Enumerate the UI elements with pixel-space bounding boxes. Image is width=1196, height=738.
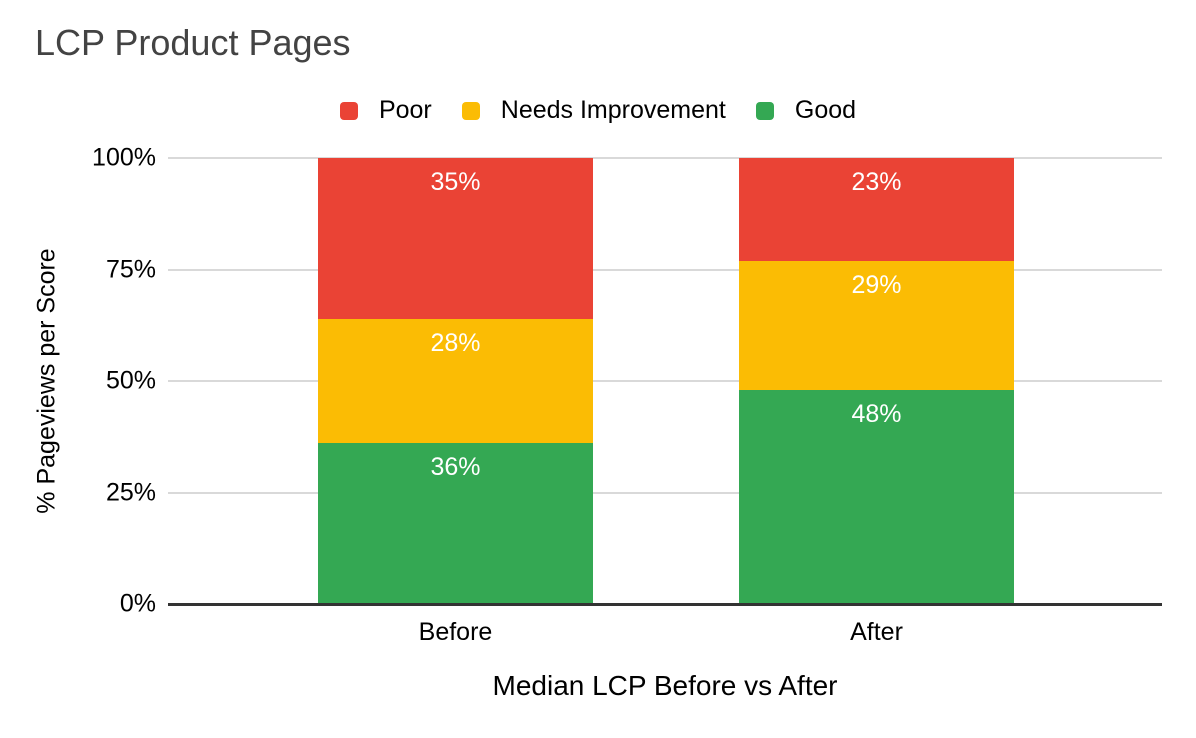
bar-after: 23% 29% 48% After [739,158,1014,646]
legend-label-needs-improvement: Needs Improvement [500,96,726,124]
x-axis-line [168,603,1162,606]
y-tick-label-50: 50% [105,366,156,395]
data-label-good-after: 48% [851,399,902,428]
legend-item-good: Good [755,96,857,125]
y-axis-title: % Pageviews per Score [32,248,61,514]
legend-item-poor: Poor [339,96,432,125]
legend-label-poor: Poor [378,96,432,124]
legend-swatch-needs-improvement-icon [461,101,480,120]
segment-needs-improvement-after: 29% [739,260,1014,390]
gridline-25 [168,491,1162,494]
gridline-50 [168,380,1162,382]
x-category-label-after: After [850,618,903,646]
y-tick-label-0: 0% [119,589,156,618]
segment-poor-after: 23% [739,158,1014,261]
segment-poor-before: 35% [318,158,593,319]
segment-good-after: 48% [739,389,1014,604]
plot-area: 35% 28% 36% Before 23% 29% 48% After [168,157,1162,646]
bar-before: 35% 28% 36% Before [318,158,593,646]
legend-item-needs-improvement: Needs Improvement [461,96,726,125]
gridlines [168,157,1162,606]
data-label-needs-improvement-before: 28% [430,328,481,357]
segment-needs-improvement-before: 28% [318,318,593,444]
y-tick-labels: 0% 25% 50% 75% 100% [0,144,168,618]
y-tick-label-100: 100% [92,143,156,172]
legend-swatch-good-icon [755,101,774,120]
y-tick-label-25: 25% [105,478,156,506]
chart-title: LCP Product Pages [35,22,351,63]
x-category-label-before: Before [418,618,493,646]
gridline-75 [168,268,1162,271]
legend: Poor Needs Improvement Good [0,96,1196,125]
gridline-100 [168,157,1162,159]
data-label-poor-before: 35% [430,168,481,196]
segment-good-before: 36% [318,443,593,604]
legend-swatch-poor-icon [339,101,358,120]
data-label-good-before: 36% [430,453,481,482]
data-label-poor-after: 23% [851,168,902,196]
data-label-needs-improvement-after: 29% [851,270,902,299]
y-tick-label-75: 75% [105,255,156,283]
bars: 35% 28% 36% Before 23% 29% 48% After [168,158,1162,646]
x-axis-title: Median LCP Before vs After [492,670,838,701]
legend-label-good: Good [794,96,857,124]
